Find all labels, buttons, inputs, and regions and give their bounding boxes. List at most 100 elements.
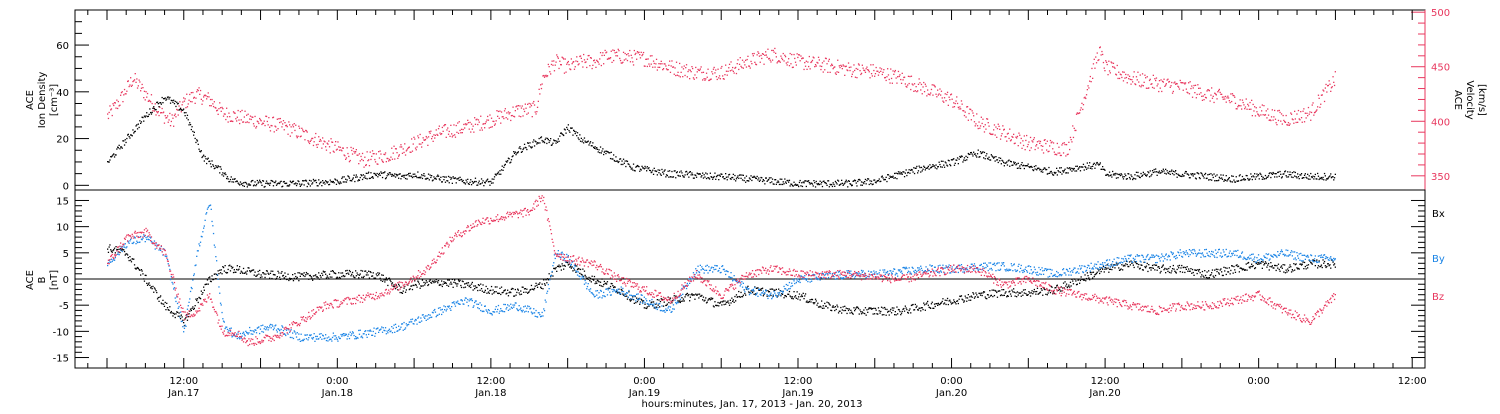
- velocity-series-point: [1098, 59, 1099, 60]
- bx-series-point: [368, 271, 369, 272]
- bx-series-point: [1121, 264, 1122, 265]
- bx-series-point: [970, 300, 971, 301]
- velocity-series-point: [1164, 86, 1165, 87]
- bx-series-point: [1190, 268, 1191, 269]
- bx-series-point: [245, 271, 246, 272]
- bx-series-point: [539, 284, 540, 285]
- density-series-point: [483, 185, 484, 186]
- bx-series-point: [875, 308, 876, 309]
- velocity-series-point: [1266, 117, 1267, 118]
- density-series-point: [703, 177, 704, 178]
- bx-series-point: [531, 285, 532, 286]
- density-series-point: [552, 144, 553, 145]
- velocity-series-point: [724, 79, 725, 80]
- density-series-point: [919, 167, 920, 168]
- bx-series-point: [793, 298, 794, 299]
- bx-series-point: [668, 302, 669, 303]
- density-series-point: [244, 186, 245, 187]
- bx-series-point: [458, 280, 459, 281]
- bx-series-point: [1179, 265, 1180, 266]
- bx-series-point: [1285, 272, 1286, 273]
- density-series-point: [903, 171, 904, 172]
- bx-series-point: [337, 278, 338, 279]
- bx-series-point: [653, 301, 654, 302]
- density-series-point: [1316, 178, 1317, 179]
- bx-series-point: [1177, 269, 1178, 270]
- velocity-series-point: [758, 53, 759, 54]
- density-series-point: [780, 184, 781, 185]
- density-series-point: [133, 132, 134, 133]
- density-series-point: [674, 170, 675, 171]
- bx-series-point: [1084, 280, 1085, 281]
- velocity-series-point: [1194, 92, 1195, 93]
- bx-series-point: [171, 311, 172, 312]
- velocity-series-point: [907, 84, 908, 85]
- velocity-series-point: [875, 73, 876, 74]
- velocity-series-point: [1259, 107, 1260, 108]
- density-series-point: [139, 120, 140, 121]
- velocity-series-point: [563, 58, 564, 59]
- bx-series-point: [1322, 259, 1323, 260]
- velocity-series-point: [894, 71, 895, 72]
- density-series-point: [523, 148, 524, 149]
- bx-series-point: [468, 282, 469, 283]
- velocity-series-point: [620, 60, 621, 61]
- density-series-point: [888, 174, 889, 175]
- bx-series-point: [1037, 288, 1038, 289]
- velocity-series-point: [337, 149, 338, 150]
- velocity-series-point: [1096, 62, 1097, 63]
- density-series-point: [569, 132, 570, 133]
- velocity-series-point: [861, 73, 862, 74]
- velocity-series-point: [566, 64, 567, 65]
- density-series-point: [1084, 169, 1085, 170]
- bx-series-point: [165, 302, 166, 303]
- bx-series-point: [883, 314, 884, 315]
- bx-series-point: [1308, 264, 1309, 265]
- bx-series-point: [1306, 268, 1307, 269]
- velocity-series-point: [1187, 92, 1188, 93]
- bx-series-point: [1078, 279, 1079, 280]
- density-series-point: [330, 180, 331, 181]
- velocity-series-point: [817, 62, 818, 63]
- velocity-series-point: [632, 61, 633, 62]
- density-series-point: [746, 176, 747, 177]
- velocity-series-point: [241, 110, 242, 111]
- velocity-series-point: [771, 50, 772, 51]
- density-series-point: [1175, 170, 1176, 171]
- velocity-series-point: [729, 64, 730, 65]
- density-series-point: [324, 182, 325, 183]
- bx-series-point: [170, 312, 171, 313]
- density-series-point: [223, 175, 224, 176]
- bx-series-point: [1272, 265, 1273, 266]
- density-series-point: [482, 180, 483, 181]
- velocity-series-point: [1127, 82, 1128, 83]
- by-series-point: [139, 242, 140, 243]
- density-series-point: [734, 175, 735, 176]
- density-series-point: [1171, 170, 1172, 171]
- bx-series-point: [381, 274, 382, 275]
- density-series-point: [148, 116, 149, 117]
- velocity-series-point: [266, 116, 267, 117]
- velocity-series-point: [152, 103, 153, 104]
- density-series-point: [1121, 173, 1122, 174]
- velocity-series-point: [340, 147, 341, 148]
- bx-series-point: [201, 291, 202, 292]
- velocity-series-point: [984, 131, 985, 132]
- density-series-point: [944, 167, 945, 168]
- density-series-point: [1318, 176, 1319, 177]
- velocity-series-point: [198, 87, 199, 88]
- velocity-series-point: [396, 152, 397, 153]
- bx-series-point: [740, 297, 741, 298]
- bx-series-point: [162, 303, 163, 304]
- velocity-series-point: [288, 121, 289, 122]
- density-series-point: [335, 179, 336, 180]
- bx-series-point: [859, 309, 860, 310]
- density-series-point: [763, 180, 764, 181]
- density-series-point: [549, 142, 550, 143]
- density-series-point: [497, 173, 498, 174]
- density-series-point: [709, 178, 710, 179]
- density-series-point: [568, 130, 569, 131]
- bx-series-point: [893, 307, 894, 308]
- velocity-series-point: [874, 76, 875, 77]
- bx-series-point: [1125, 263, 1126, 264]
